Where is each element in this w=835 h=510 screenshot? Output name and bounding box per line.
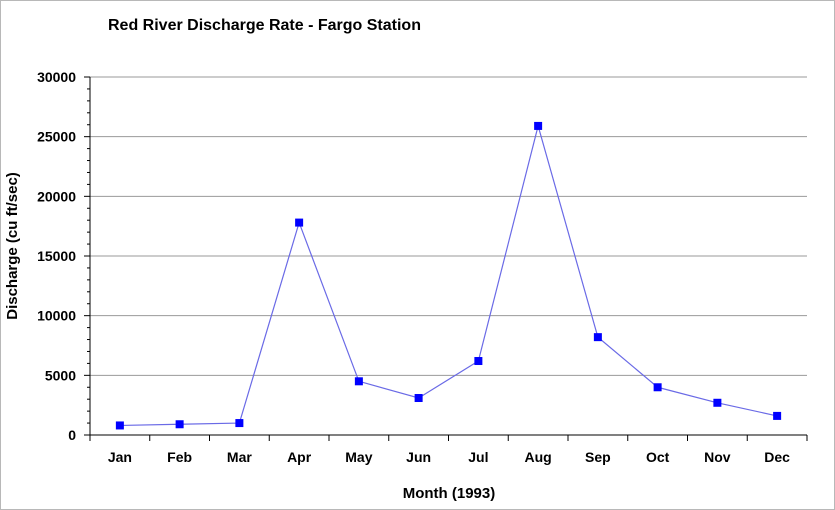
y-tick-label: 0 [68,427,76,443]
y-tick-label: 5000 [45,367,76,383]
x-tick-label: Sep [585,449,611,465]
data-point [773,411,782,420]
x-tick-label: Jun [406,449,431,465]
series-line [119,123,778,427]
x-tick-label: Dec [764,449,790,465]
y-tick-label: 10000 [37,308,76,324]
data-point [414,394,423,403]
x-tick-label: Aug [525,449,552,465]
x-tick-label: Apr [287,449,312,465]
y-tick-label: 15000 [37,248,76,264]
x-axis-label: Month (1993) [403,485,496,502]
x-tick-label: Feb [167,449,192,465]
data-point [653,383,662,392]
data-point [175,420,184,429]
y-tick-label: 20000 [37,188,76,204]
y-tick-label: 25000 [37,129,76,145]
y-axis-label: Discharge (cu ft/sec) [4,172,21,320]
x-tick-label: Oct [646,449,670,465]
chart-title: Red River Discharge Rate - Fargo Station [108,17,421,34]
data-point [115,421,124,430]
gridlines [90,76,807,376]
y-tick-label: 30000 [37,69,76,85]
x-tick-label: Mar [227,449,252,465]
x-tick-label: Jan [108,449,132,465]
tick-labels: 0 5000 10000 15000 20000 25000 30000 Jan Feb Mar A… [37,69,790,465]
series-layer [115,121,782,430]
x-tick-label: Nov [704,449,731,465]
data-point [593,333,602,342]
data-point [713,398,722,407]
data-point [534,121,543,130]
data-point [295,218,304,227]
x-tick-label: Jul [468,449,488,465]
x-tick-label: May [345,449,372,465]
data-point [235,419,244,428]
axes [84,76,808,441]
data-point [474,357,483,366]
data-point [354,377,363,386]
